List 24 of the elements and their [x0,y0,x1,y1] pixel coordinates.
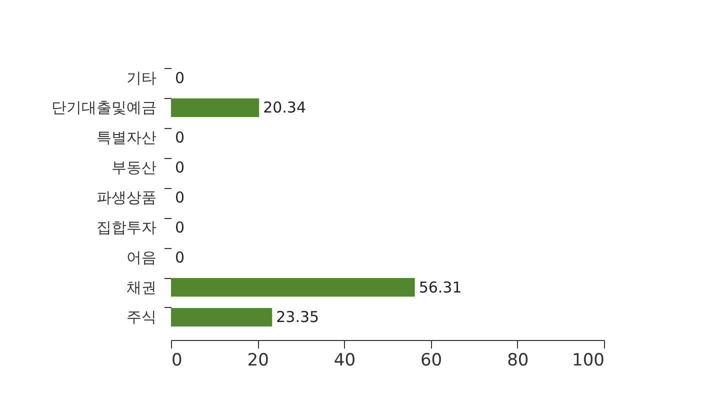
y-tick-label: 집합투자 [96,218,156,236]
data-label: 0 [175,158,185,177]
y-tick-label: 채권 [126,278,156,296]
data-label: 0 [175,248,185,266]
data-label: 0 [175,188,185,206]
data-label: 0 [175,68,185,87]
y-tick-label: 주식 [126,308,156,326]
x-tick-label: 80 [507,350,529,370]
data-label: 20.34 [263,98,306,117]
y-tick-label: 특별자산 [96,128,156,147]
x-tick-label: 0 [172,350,182,370]
x-tick-label: 60 [420,350,442,370]
x-tick-label: 100 [572,350,604,370]
data-label: 0 [175,218,185,236]
y-tick-label: 파생상품 [96,188,156,206]
data-label: 56.31 [418,278,462,296]
data-label: 23.35 [276,308,320,326]
x-tick-label: 40 [334,350,356,370]
y-tick-label: 단기대출및예금 [52,98,156,117]
data-label: 0 [175,128,185,147]
y-tick-label: 부동산 [112,158,156,177]
y-tick-label: 어음 [126,248,156,266]
x-tick-label: 20 [247,350,269,370]
y-tick-label: 기타 [126,68,156,87]
